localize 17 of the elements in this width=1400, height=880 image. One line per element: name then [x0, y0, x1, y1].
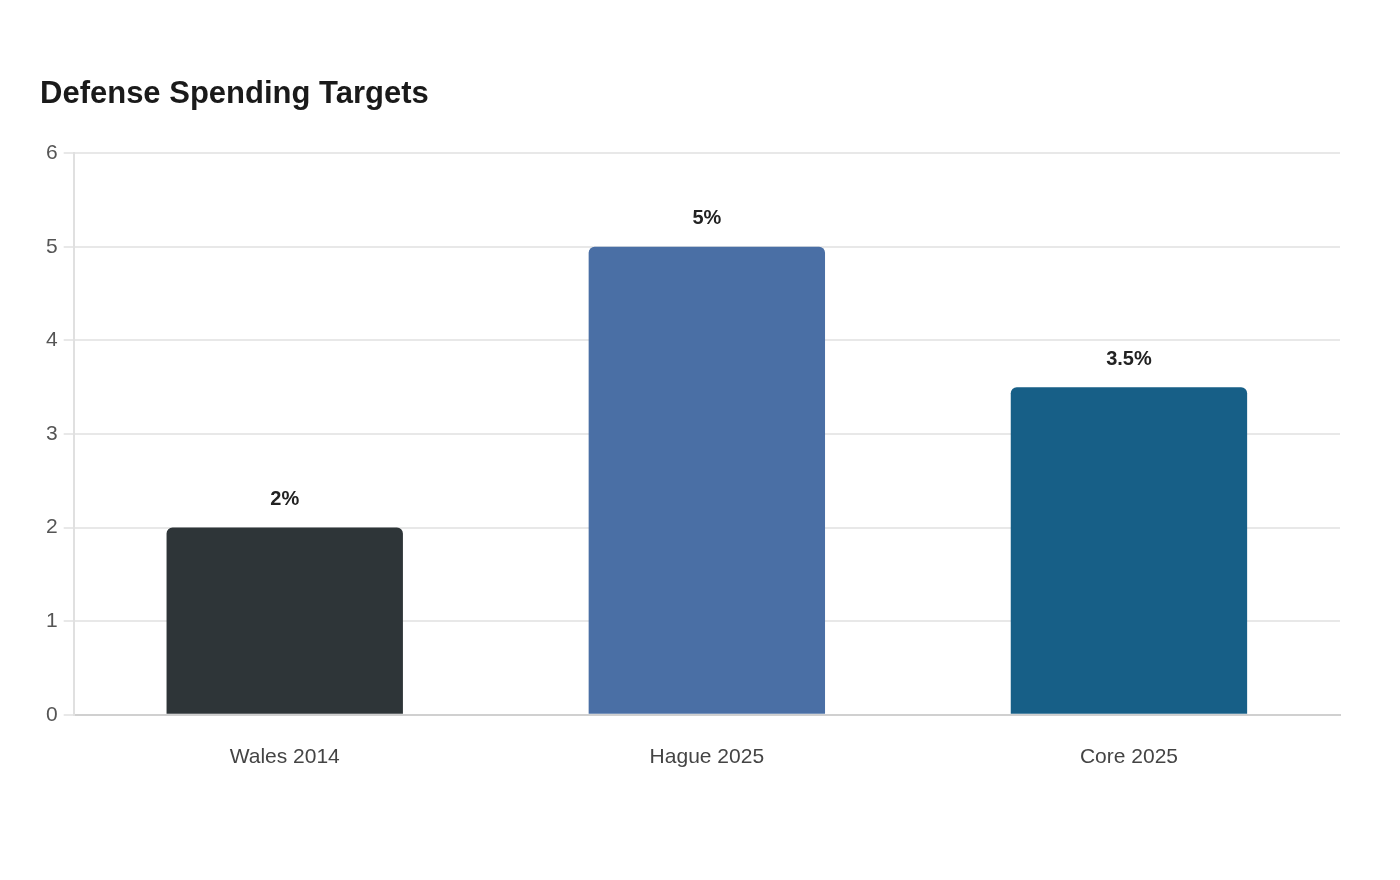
x-tick-label: Hague 2025	[649, 744, 765, 768]
bar	[166, 527, 403, 714]
bar	[588, 246, 826, 714]
y-tick-label: 0	[45, 701, 58, 725]
y-tick-label: 5	[45, 233, 58, 257]
data-label: 5%	[692, 206, 722, 229]
chart-title: Defense Spending Targets	[40, 75, 429, 111]
y-tick-label: 4	[45, 327, 58, 351]
x-tick-label: Core 2025	[1079, 744, 1178, 768]
y-tick-label: 3	[45, 420, 58, 444]
y-tick-label: 2	[45, 514, 58, 538]
data-label: 2%	[270, 487, 300, 510]
bar	[1010, 387, 1248, 714]
y-tick-label: 1	[45, 608, 58, 631]
x-tick-label: Wales 2014	[229, 744, 341, 768]
y-tick-label: 6	[45, 140, 58, 163]
data-label: 3.5%	[1106, 346, 1152, 369]
